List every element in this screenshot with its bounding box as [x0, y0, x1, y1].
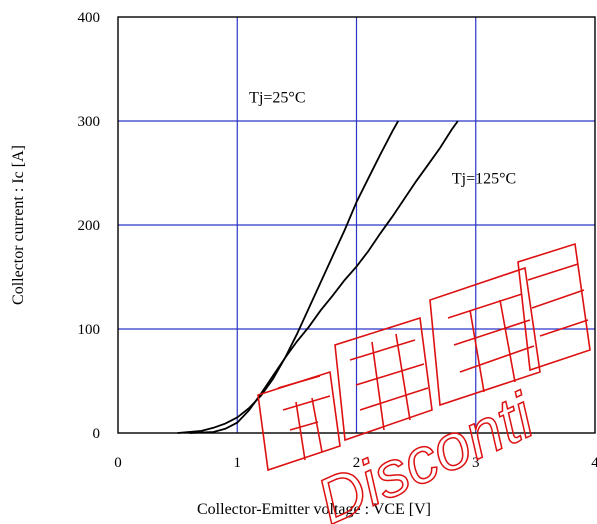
series-line-tj25 [177, 120, 399, 434]
series-line-tj125 [189, 120, 459, 434]
discontinued-watermark: Disconti [257, 242, 591, 524]
x-tick-label: 3 [472, 455, 480, 471]
x-axis-label: Collector-Emitter voltage : VCE [V] [197, 501, 431, 518]
y-tick-label: 0 [93, 426, 101, 442]
y-tick-label: 100 [78, 322, 101, 338]
tick-labels: 0 1 2 3 4 0 100 200 300 400 [78, 10, 597, 471]
y-tick-label: 400 [78, 10, 101, 26]
curve-annotation: Tj=25°C [249, 89, 305, 106]
x-tick-label: 0 [114, 455, 122, 471]
plot-frame [117, 16, 596, 434]
watermark-stamp-glyphs [257, 242, 591, 472]
curve-annotations: Tj=25°C Tj=125°C [249, 89, 516, 187]
y-tick-label: 300 [78, 114, 101, 130]
y-axis-label: Collector current : Ic [A] [10, 145, 27, 305]
x-tick-label: 1 [234, 455, 242, 471]
curve-annotation: Tj=125°C [452, 170, 516, 187]
series-curves [177, 120, 459, 434]
x-tick-label: 2 [353, 455, 361, 471]
grid-lines [118, 17, 595, 433]
x-tick-label: 4 [591, 455, 597, 471]
y-tick-label: 200 [78, 218, 101, 234]
